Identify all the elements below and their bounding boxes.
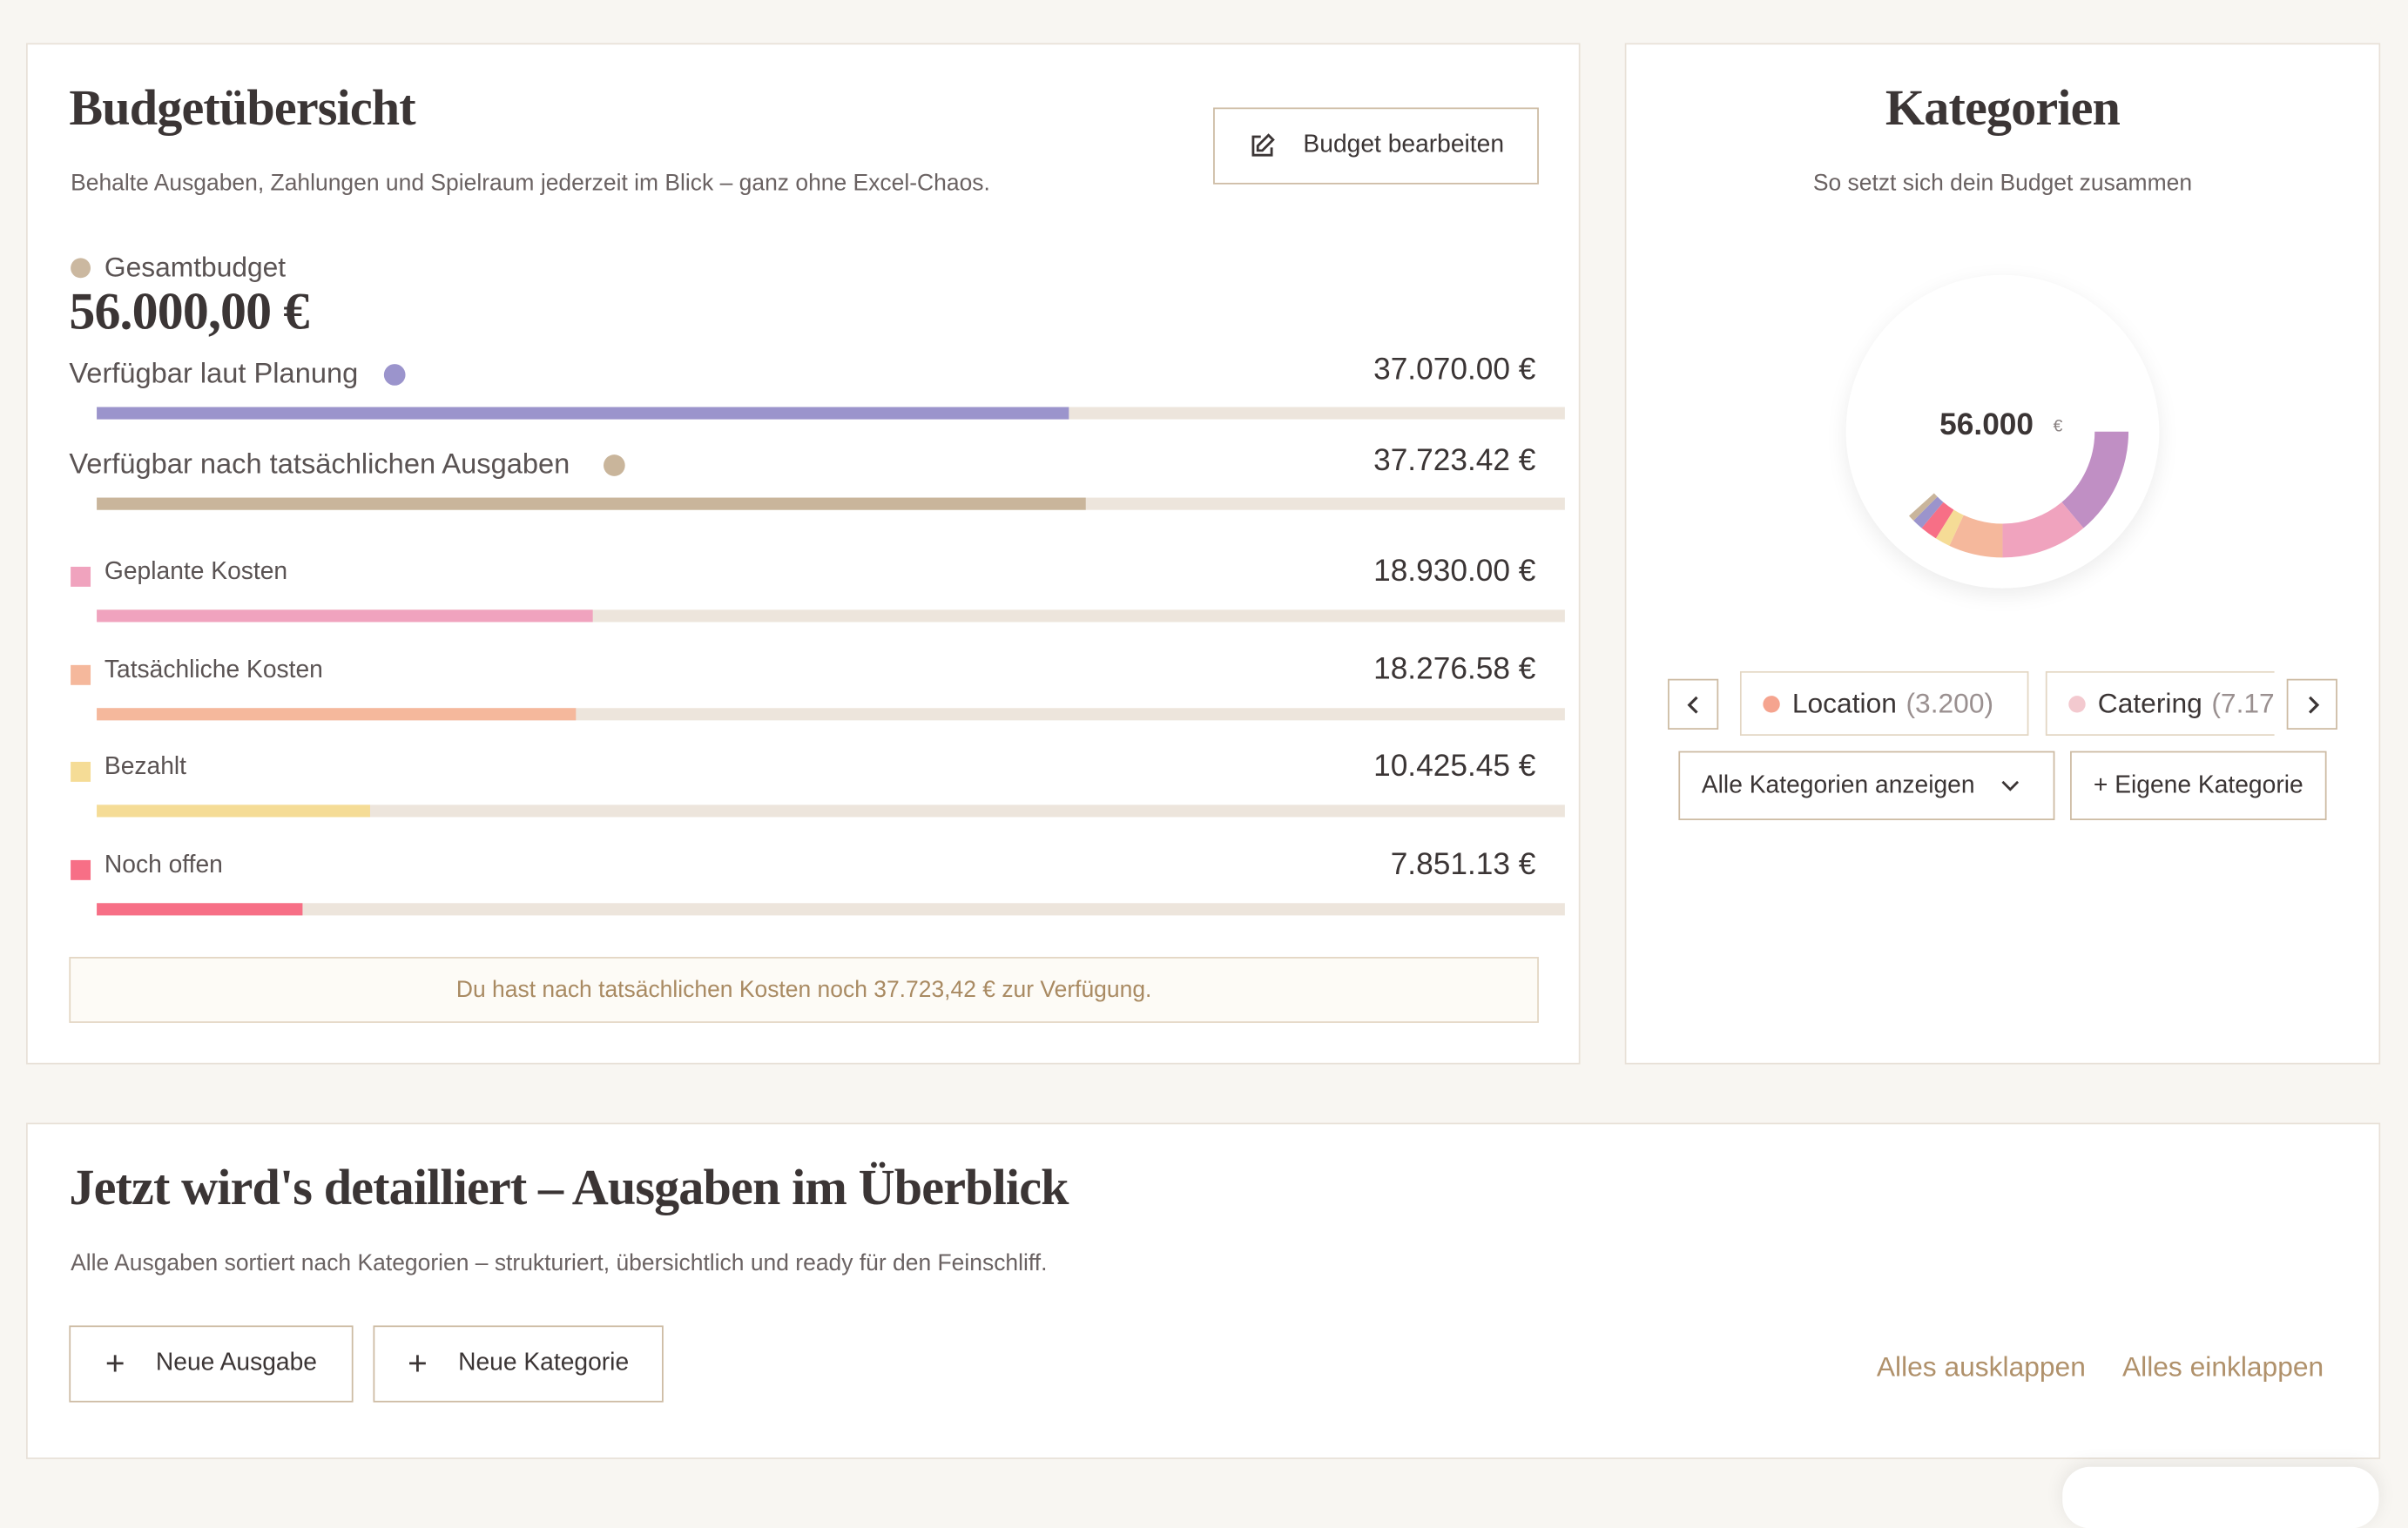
categories-card: Kategorien So setzt sich dein Budget zus… bbox=[1624, 43, 2381, 1065]
categories-title: Kategorien bbox=[1885, 81, 2121, 138]
info-icon bbox=[604, 454, 625, 476]
add-category-label: + Eigene Kategorie bbox=[2093, 771, 2303, 798]
bar-track bbox=[97, 902, 1565, 915]
chip-dot bbox=[1763, 695, 1780, 712]
plus: + bbox=[105, 1343, 125, 1383]
prev-icon bbox=[1686, 695, 1697, 713]
subtitle: Behalte Ausgaben, Zahlungen und Spielrau… bbox=[71, 170, 990, 197]
row-label: Geplante Kosten bbox=[104, 559, 288, 586]
donut-segment bbox=[1913, 496, 1944, 528]
donut bbox=[1909, 431, 2129, 558]
category-chip[interactable]: Catering (7.17 bbox=[2045, 670, 2275, 737]
row-amount: 7.851.13 € bbox=[1390, 846, 1536, 881]
total-amount: 56.000,00 € bbox=[69, 284, 309, 341]
row-label: Verfügbar laut Planung bbox=[69, 356, 359, 389]
color-square bbox=[71, 566, 91, 587]
chip-count: (3.200) bbox=[1905, 687, 1994, 718]
bar-track bbox=[97, 707, 1565, 720]
color-square bbox=[71, 859, 91, 879]
donut-segment bbox=[2002, 501, 2084, 558]
bar-track bbox=[97, 407, 1565, 420]
bar bbox=[97, 407, 1069, 420]
row-amount: 10.425.45 € bbox=[1373, 749, 1536, 784]
next-button[interactable] bbox=[2286, 678, 2337, 730]
donut-segment bbox=[2061, 431, 2129, 528]
add-category-button[interactable]: + Eigene Kategorie bbox=[2070, 751, 2327, 821]
edit-button[interactable]: Budget bearbeiten bbox=[1213, 107, 1539, 185]
category-select-label: Alle Kategorien anzeigen bbox=[1701, 771, 1975, 798]
bar-track bbox=[97, 804, 1565, 818]
row-label: Tatsächliche Kosten bbox=[104, 656, 323, 683]
donut-center-unit: € bbox=[2053, 417, 2063, 437]
prev-button[interactable] bbox=[1668, 678, 1719, 730]
category-select[interactable]: Alle Kategorien anzeigen bbox=[1678, 751, 2055, 821]
row-amount: 37.070.00 € bbox=[1373, 353, 1536, 387]
bar bbox=[97, 902, 303, 915]
expenses-card: Jetzt wird's detailliert – Ausgaben im Ü… bbox=[25, 1122, 2381, 1459]
bar bbox=[97, 609, 593, 623]
bar-track bbox=[97, 609, 1565, 623]
bar bbox=[97, 497, 1086, 510]
bar bbox=[97, 707, 577, 720]
collapse-all[interactable]: Alles einklappen bbox=[2122, 1351, 2324, 1383]
donut-segment bbox=[1949, 515, 2003, 558]
new-expense-button[interactable]: + Neue Ausgabe bbox=[69, 1325, 354, 1403]
color-square bbox=[71, 663, 91, 684]
donut-center-value: 56.000 bbox=[1939, 408, 2034, 443]
row-label: Bezahlt bbox=[104, 754, 187, 781]
donut-segment bbox=[1935, 509, 1964, 546]
donut-segment bbox=[1909, 493, 1938, 521]
new-category-button[interactable]: + Neue Kategorie bbox=[373, 1325, 664, 1403]
bar-track bbox=[97, 497, 1565, 510]
expenses-subtitle: Alle Ausgaben sortiert nach Kategorien –… bbox=[71, 1249, 1048, 1276]
row-label: Noch offen bbox=[104, 852, 223, 878]
chip-strip: Location (3.200) Catering (7.17 bbox=[1739, 670, 2275, 737]
edit-icon bbox=[1251, 133, 1275, 157]
total-dot bbox=[71, 258, 91, 279]
categories-subtitle: So setzt sich dein Budget zusammen bbox=[1812, 170, 2193, 197]
row-label: Verfügbar nach tatsächlichen Ausgaben bbox=[69, 447, 570, 480]
total-name: Gesamtbudget bbox=[104, 252, 287, 283]
budget-card: Budgetübersicht Behalte Ausgaben, Zahlun… bbox=[25, 43, 1581, 1065]
next-icon bbox=[2308, 695, 2319, 713]
row-amount: 18.276.58 € bbox=[1373, 651, 1536, 686]
expenses-title: Jetzt wird's detailliert – Ausgaben im Ü… bbox=[69, 1161, 1069, 1217]
new-expense-label: Neue Ausgabe bbox=[155, 1350, 318, 1377]
chevron bbox=[2001, 780, 2019, 791]
color-square bbox=[71, 761, 91, 782]
edit-button-label: Budget bearbeiten bbox=[1303, 131, 1505, 158]
bar bbox=[97, 804, 370, 818]
plus: + bbox=[408, 1343, 428, 1383]
new-category-label: Neue Kategorie bbox=[458, 1350, 630, 1377]
chip-dot bbox=[2068, 695, 2086, 712]
category-chip[interactable]: Location (3.200) bbox=[1739, 670, 2029, 737]
row-amount: 18.930.00 € bbox=[1373, 554, 1536, 589]
chip-count: (7.17 bbox=[2211, 687, 2275, 718]
row-amount: 37.723.42 € bbox=[1373, 443, 1536, 478]
notice: Du hast nach tatsächlichen Kosten noch 3… bbox=[69, 957, 1539, 1023]
chip-name: Location bbox=[1791, 687, 1897, 718]
expand-all[interactable]: Alles ausklappen bbox=[1876, 1351, 2086, 1383]
donut-segment bbox=[1921, 501, 1954, 539]
chip-name: Catering bbox=[2097, 687, 2202, 718]
title: Budgetübersicht bbox=[69, 81, 415, 138]
info-icon bbox=[383, 364, 406, 386]
